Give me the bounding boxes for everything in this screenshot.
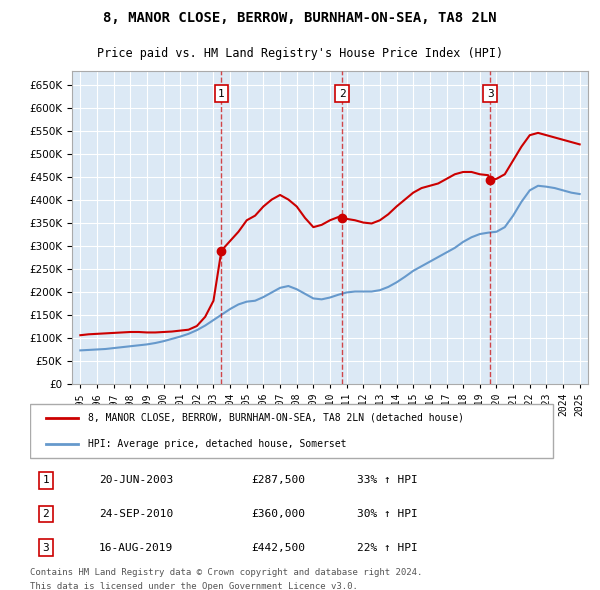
Text: £287,500: £287,500 [252, 476, 306, 486]
Text: 2: 2 [43, 509, 49, 519]
Text: 33% ↑ HPI: 33% ↑ HPI [358, 476, 418, 486]
Text: 24-SEP-2010: 24-SEP-2010 [98, 509, 173, 519]
Text: This data is licensed under the Open Government Licence v3.0.: This data is licensed under the Open Gov… [30, 582, 358, 590]
Text: 1: 1 [218, 88, 224, 99]
Text: 16-AUG-2019: 16-AUG-2019 [98, 543, 173, 553]
Text: 30% ↑ HPI: 30% ↑ HPI [358, 509, 418, 519]
Text: Price paid vs. HM Land Registry's House Price Index (HPI): Price paid vs. HM Land Registry's House … [97, 47, 503, 60]
Text: 8, MANOR CLOSE, BERROW, BURNHAM-ON-SEA, TA8 2LN (detached house): 8, MANOR CLOSE, BERROW, BURNHAM-ON-SEA, … [88, 413, 464, 422]
Text: 2: 2 [339, 88, 346, 99]
Text: 1: 1 [43, 476, 49, 486]
Text: 8, MANOR CLOSE, BERROW, BURNHAM-ON-SEA, TA8 2LN: 8, MANOR CLOSE, BERROW, BURNHAM-ON-SEA, … [103, 11, 497, 25]
Text: £442,500: £442,500 [252, 543, 306, 553]
Text: HPI: Average price, detached house, Somerset: HPI: Average price, detached house, Some… [88, 439, 347, 448]
Text: 20-JUN-2003: 20-JUN-2003 [98, 476, 173, 486]
Text: 3: 3 [487, 88, 494, 99]
Text: Contains HM Land Registry data © Crown copyright and database right 2024.: Contains HM Land Registry data © Crown c… [30, 568, 422, 577]
Text: £360,000: £360,000 [252, 509, 306, 519]
FancyBboxPatch shape [30, 404, 553, 458]
Text: 22% ↑ HPI: 22% ↑ HPI [358, 543, 418, 553]
Text: 3: 3 [43, 543, 49, 553]
